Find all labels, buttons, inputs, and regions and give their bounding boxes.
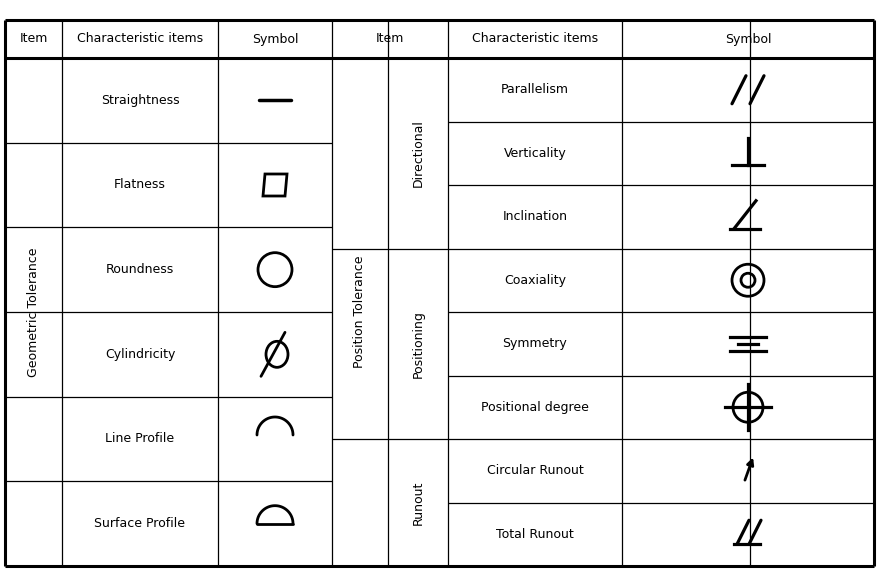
Text: Total Runout: Total Runout [495, 528, 573, 541]
Text: Straightness: Straightness [101, 94, 179, 107]
Text: Item: Item [376, 33, 404, 45]
Text: Line Profile: Line Profile [105, 432, 175, 446]
Text: Directional: Directional [411, 119, 424, 187]
Text: Runout: Runout [411, 480, 424, 525]
Text: Positioning: Positioning [411, 310, 424, 378]
Text: Parallelism: Parallelism [500, 83, 568, 96]
Text: Symbol: Symbol [251, 33, 298, 45]
Text: Inclination: Inclination [502, 210, 567, 223]
Text: Symmetry: Symmetry [502, 337, 566, 350]
Text: Characteristic items: Characteristic items [471, 33, 597, 45]
Text: Cylindricity: Cylindricity [104, 348, 175, 361]
Text: Positional degree: Positional degree [480, 401, 588, 414]
Text: Verticality: Verticality [503, 147, 565, 160]
Text: Roundness: Roundness [105, 263, 174, 276]
Text: Item: Item [19, 33, 47, 45]
Text: Circular Runout: Circular Runout [486, 464, 583, 477]
Text: Geometric Tolerance: Geometric Tolerance [27, 248, 40, 376]
Text: Characteristic items: Characteristic items [77, 33, 203, 45]
Text: Position Tolerance: Position Tolerance [353, 256, 366, 368]
Text: Symbol: Symbol [724, 33, 770, 45]
Text: Flatness: Flatness [114, 178, 166, 192]
Text: Surface Profile: Surface Profile [95, 517, 185, 530]
Text: Coaxiality: Coaxiality [503, 274, 565, 287]
